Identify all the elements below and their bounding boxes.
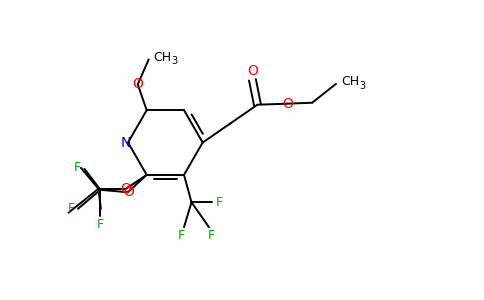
Text: CH: CH — [153, 51, 171, 64]
Text: O: O — [282, 97, 293, 111]
Text: F: F — [216, 196, 223, 209]
Text: F: F — [178, 229, 185, 242]
Text: CH: CH — [341, 75, 359, 88]
Text: F: F — [74, 161, 81, 174]
Text: O: O — [123, 185, 134, 199]
Text: F: F — [97, 218, 104, 231]
Text: 3: 3 — [171, 56, 178, 66]
Text: O: O — [132, 77, 143, 91]
Text: F: F — [67, 202, 75, 215]
Text: O: O — [120, 182, 131, 196]
Text: 3: 3 — [359, 81, 365, 91]
Text: N: N — [121, 136, 131, 149]
Text: O: O — [247, 64, 258, 78]
Text: F: F — [208, 229, 215, 242]
